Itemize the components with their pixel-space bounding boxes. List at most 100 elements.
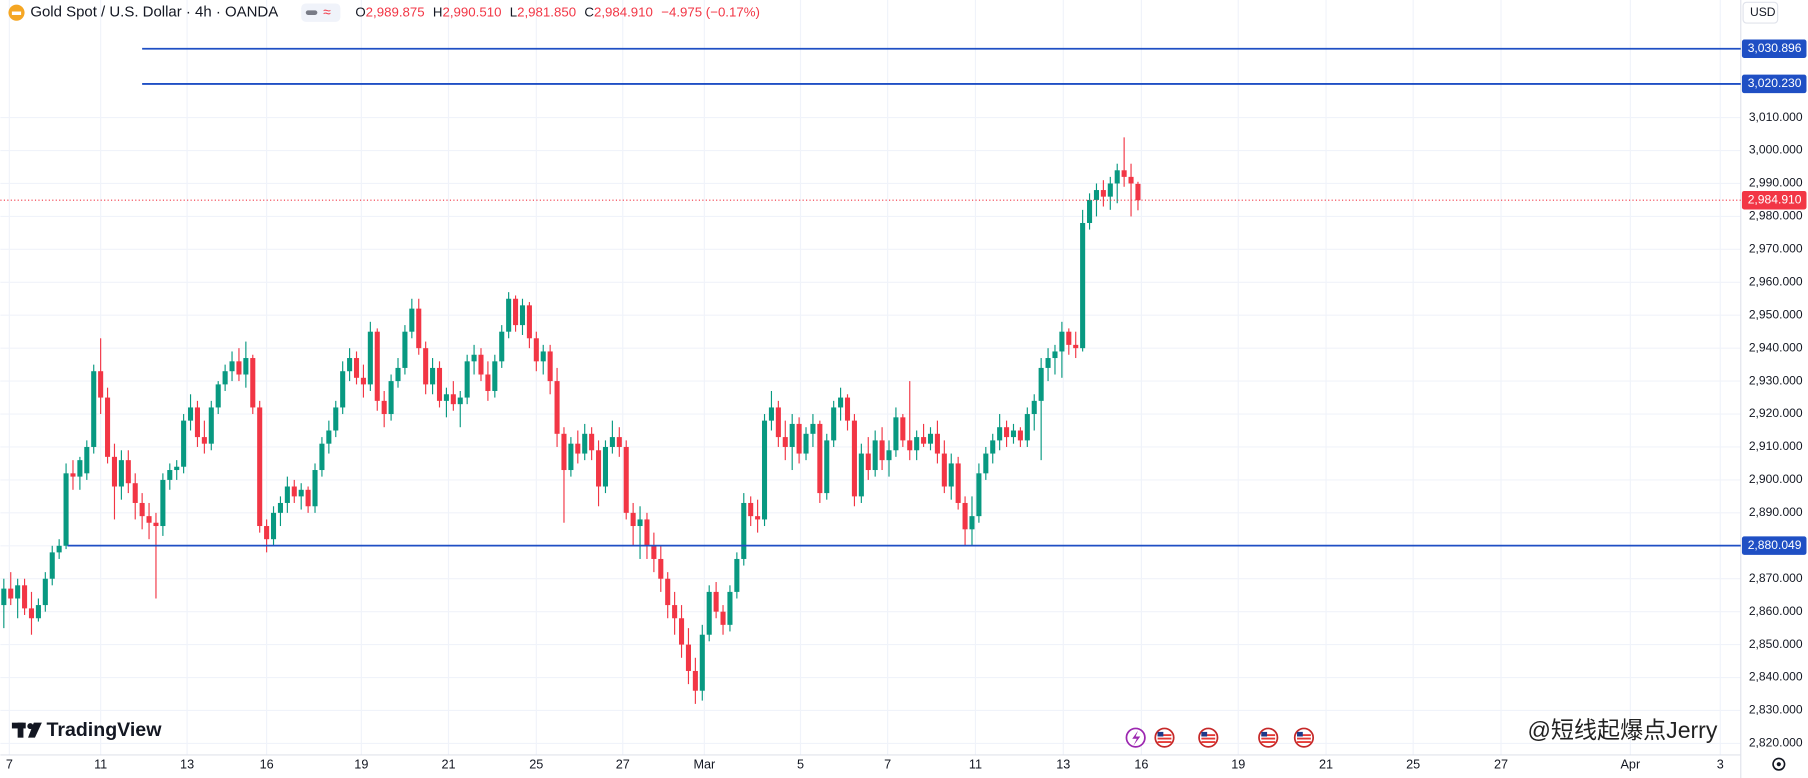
settings-icon[interactable] <box>1772 757 1786 771</box>
candle-body <box>630 512 636 527</box>
candle-body <box>734 558 740 592</box>
candle-body <box>948 463 954 487</box>
x-tick-label: 3 <box>1717 758 1724 772</box>
candle-body <box>201 437 207 444</box>
candle-body <box>741 502 747 559</box>
candle-body <box>706 591 712 635</box>
candle-body <box>194 407 200 438</box>
candle-body <box>865 453 871 471</box>
candle-body <box>139 502 145 517</box>
candle-body <box>921 437 927 444</box>
plot <box>1 137 1141 704</box>
low-key: L <box>510 4 517 19</box>
candle-body <box>284 486 290 503</box>
flag-stripe <box>1261 737 1276 740</box>
candle-body <box>665 578 671 606</box>
flag-stripe <box>1297 741 1311 743</box>
y-tick-label: 2,820.000 <box>1749 736 1803 750</box>
x-tick-label: 27 <box>1494 758 1508 772</box>
close-key: C <box>584 4 594 19</box>
candle-body <box>651 545 657 559</box>
candle-body <box>91 371 97 447</box>
candle-body <box>506 298 512 332</box>
y-tick-label: 2,920.000 <box>1749 406 1803 420</box>
y-tick-label: 2,870.000 <box>1749 571 1803 585</box>
candle-body <box>720 611 726 625</box>
candle-body <box>623 446 629 513</box>
candle-body <box>554 381 560 434</box>
hide-icon <box>305 10 318 15</box>
candle-body <box>755 516 761 520</box>
candle-body <box>464 361 470 398</box>
change-value: −4.975 (−0.17%) <box>661 4 760 19</box>
candle-body <box>831 407 837 441</box>
candle-body <box>547 351 553 382</box>
candle-body <box>526 305 532 339</box>
candle-body <box>976 473 982 517</box>
candle-body <box>478 354 484 375</box>
compare-buttons[interactable] <box>301 3 341 22</box>
low-value: 2,981.850 <box>517 4 576 19</box>
candle-body <box>927 433 934 444</box>
candle-body <box>360 377 366 385</box>
flag-canton <box>1261 731 1268 737</box>
currency-label[interactable]: USD <box>1750 5 1776 19</box>
flag-stripe <box>1201 741 1216 743</box>
candle-body <box>146 516 152 523</box>
candle-body <box>672 605 678 619</box>
candle-body <box>519 305 526 326</box>
candle-body <box>1080 222 1086 349</box>
candle-body <box>616 437 622 447</box>
close-value: 2,984.910 <box>594 4 653 19</box>
candle-body <box>1045 358 1051 368</box>
candle-body <box>838 397 844 408</box>
candle-body <box>969 516 975 530</box>
flag-canton <box>1201 731 1208 737</box>
candle-body <box>1038 367 1044 401</box>
candle-body <box>416 308 422 349</box>
candle-body <box>575 443 581 454</box>
y-tick-label: 2,990.000 <box>1749 176 1803 190</box>
flag-canton <box>1157 731 1164 737</box>
event-icon-bolt <box>1132 730 1141 746</box>
candle-body <box>713 591 719 612</box>
candle-body <box>215 384 221 408</box>
x-tick-label: 13 <box>180 758 194 772</box>
candle-body <box>851 420 857 497</box>
flag-stripe <box>1261 741 1276 743</box>
candle-body <box>243 358 249 375</box>
candle-body <box>761 420 768 520</box>
candle-body <box>374 331 380 401</box>
x-tick-label: 5 <box>797 758 804 772</box>
candle-body <box>941 453 947 487</box>
level-label: 3,030.896 <box>1748 41 1802 55</box>
x-tick-label: 19 <box>1231 758 1245 772</box>
candle-body <box>872 440 878 471</box>
x-tick-label: 27 <box>616 758 630 772</box>
candle-body <box>499 331 505 362</box>
candle-body <box>118 460 124 487</box>
logo-part <box>17 722 24 738</box>
candle-body <box>748 502 754 517</box>
candle-body <box>727 591 733 625</box>
y-tick-label: 2,970.000 <box>1749 242 1803 256</box>
candle-body <box>132 483 138 503</box>
currency-button[interactable] <box>1742 1 1779 24</box>
candle-body <box>1017 430 1023 441</box>
candle-body <box>35 605 41 619</box>
candle-body <box>257 407 263 527</box>
candle-body <box>589 433 595 451</box>
candle-body <box>997 427 1003 441</box>
open-value: 2,989.875 <box>366 4 425 19</box>
candle-body <box>1121 170 1127 177</box>
candle-body <box>340 371 346 408</box>
candle-body <box>264 526 270 540</box>
candle-body <box>188 407 194 421</box>
candle-body <box>98 371 104 398</box>
symbol-title[interactable]: Gold Spot / U.S. Dollar · 4h · OANDA <box>30 4 278 21</box>
x-tick-label: 16 <box>260 758 274 772</box>
settings-icon-center <box>1776 762 1781 767</box>
symbol-icon-bar <box>11 11 22 15</box>
